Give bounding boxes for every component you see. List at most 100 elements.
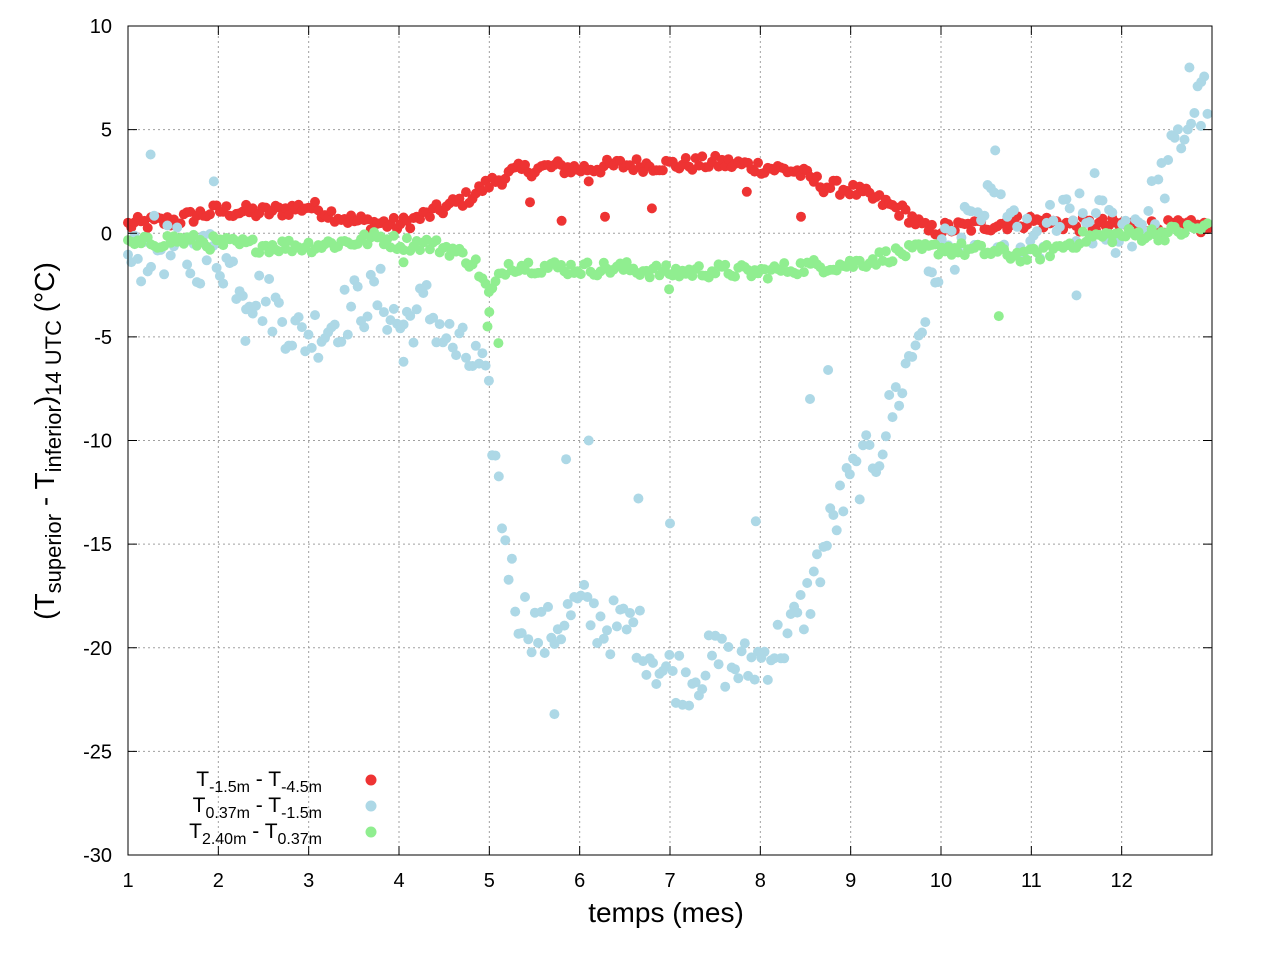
data-point (431, 235, 442, 246)
data-point (421, 280, 432, 290)
data-point (1179, 134, 1190, 145)
data-point (273, 297, 284, 308)
data-point (228, 256, 238, 267)
legend-2-a-sub: 0.37m (206, 805, 250, 822)
data-point (159, 269, 170, 280)
data-point (598, 633, 609, 644)
data-point (482, 321, 493, 332)
data-point (493, 471, 504, 482)
data-point (753, 157, 763, 168)
data-point (444, 318, 455, 329)
data-point (600, 211, 610, 222)
data-point (211, 262, 222, 273)
data-point (277, 317, 288, 327)
legend-3-a: T (189, 820, 202, 843)
data-point (674, 650, 685, 661)
data-point (461, 187, 471, 198)
data-point (602, 625, 612, 636)
data-point (907, 351, 918, 362)
data-point (710, 268, 721, 279)
data-point (798, 624, 809, 635)
data-point (483, 375, 494, 386)
data-point (730, 271, 740, 282)
data-point (1189, 108, 1200, 118)
data-point (1176, 143, 1187, 154)
data-point (339, 284, 350, 295)
data-point (625, 608, 635, 618)
data-point (805, 609, 816, 619)
data-point (966, 225, 977, 236)
data-point (805, 394, 815, 404)
data-point (205, 244, 215, 255)
y-tick-label: -25 (83, 741, 112, 763)
data-point (293, 312, 304, 323)
data-point (664, 649, 675, 660)
data-point (375, 263, 386, 274)
data-point (684, 700, 695, 711)
data-point (831, 525, 842, 536)
data-point (730, 664, 740, 675)
y-tick-label: 0 (101, 223, 112, 245)
data-point (1202, 218, 1213, 229)
data-point (1159, 193, 1170, 204)
data-point (556, 215, 567, 226)
data-point (779, 258, 790, 269)
data-point (638, 167, 649, 177)
data-point (821, 540, 832, 551)
data-point (1022, 213, 1032, 224)
data-point (575, 269, 586, 280)
data-point (503, 574, 514, 585)
x-tick-label: 1 (122, 870, 133, 892)
data-point (946, 225, 957, 236)
data-point (523, 634, 534, 645)
data-point (162, 220, 173, 231)
y-label-unit: (°C) (29, 262, 60, 320)
data-point (1090, 208, 1101, 219)
data-point (457, 247, 468, 258)
data-point (608, 595, 619, 606)
data-point (880, 246, 891, 257)
data-point (483, 182, 494, 193)
data-point (908, 217, 919, 228)
data-points (123, 62, 1213, 720)
data-point (398, 319, 409, 330)
svg-text:(Tsuperior - Tinferior)14 UTC: (Tsuperior - Tinferior)14 UTC (°C) (29, 262, 66, 620)
data-point (346, 301, 357, 312)
y-tick-label: -5 (94, 327, 112, 349)
data-point (887, 256, 898, 267)
y-label-sub3: 14 UTC (41, 320, 66, 396)
x-tick-label: 11 (1021, 870, 1042, 892)
data-point (221, 201, 232, 212)
data-point (1054, 221, 1065, 232)
data-point (516, 628, 527, 639)
data-point (690, 677, 701, 688)
y-label-sub2: inferior (41, 405, 66, 472)
legend-2-mid: - T (250, 794, 281, 817)
data-point (641, 669, 652, 680)
data-point (949, 264, 960, 275)
data-point (646, 203, 657, 214)
data-point (313, 352, 324, 363)
data-point (1089, 168, 1100, 179)
x-tick-label: 5 (484, 870, 495, 892)
data-point (582, 257, 593, 268)
data-point (880, 431, 891, 442)
legend-2-a: T (193, 794, 206, 817)
data-point (523, 257, 534, 268)
data-point (664, 284, 675, 295)
data-point (583, 176, 594, 187)
data-point (588, 598, 599, 609)
x-tick-label: 6 (574, 870, 585, 892)
data-point (205, 209, 215, 220)
data-point (562, 599, 573, 609)
data-point (201, 255, 212, 266)
data-point (326, 206, 337, 217)
data-point (172, 222, 183, 233)
data-point (1107, 237, 1118, 248)
data-point (723, 642, 734, 652)
data-point (388, 212, 399, 223)
data-point (303, 329, 314, 340)
data-point (1068, 215, 1078, 226)
data-point (812, 549, 822, 560)
